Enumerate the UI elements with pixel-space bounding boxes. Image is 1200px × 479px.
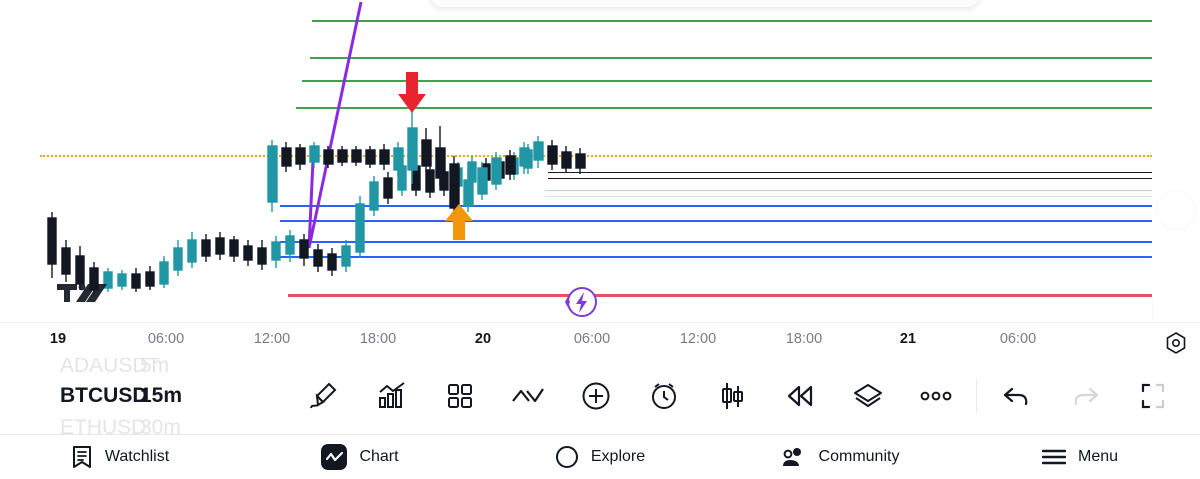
symbol-interval-picker[interactable]: ADAUSDT 5m BTCUSD 15m ETHUSD 30m — [0, 358, 290, 436]
tradingview-logo-watermark — [57, 283, 107, 302]
draw-tools-button[interactable] — [290, 358, 358, 434]
time-tick-5: 06:00 — [573, 331, 611, 347]
symbol-current: BTCUSD — [60, 384, 148, 407]
pencil-icon — [310, 382, 337, 409]
time-tick-0: 19 — [49, 331, 67, 347]
chart-toolbar[interactable] — [290, 358, 1200, 434]
support-line-2 — [280, 220, 1152, 222]
add-button[interactable] — [562, 358, 630, 434]
stop-loss-line — [288, 294, 1152, 297]
redo-button[interactable] — [1051, 358, 1119, 434]
resistance-line-1 — [312, 20, 1152, 22]
ai-lightning-badge-icon[interactable] — [556, 285, 602, 319]
nav-explore[interactable]: Explore — [480, 445, 720, 469]
interval-previous: 5m — [140, 358, 170, 377]
bookmark-list-icon — [71, 445, 93, 469]
indicators-chart-icon — [379, 382, 405, 408]
black-level-line-2 — [548, 178, 1152, 179]
rewind-icon — [787, 385, 813, 407]
time-tick-6: 12:00 — [679, 331, 717, 347]
nav-community[interactable]: Community — [720, 446, 960, 468]
support-line-3 — [280, 241, 1152, 243]
interval-next: 30m — [140, 416, 181, 436]
plus-circle-icon — [582, 382, 610, 410]
nav-watchlist-label: Watchlist — [104, 448, 170, 465]
symbol-row-current[interactable]: BTCUSD 15m — [0, 384, 182, 408]
grid-squares-icon — [448, 384, 472, 408]
fullscreen-button[interactable] — [1119, 358, 1187, 434]
bottom-navigation[interactable]: Watchlist Chart Explore — [0, 434, 1200, 479]
layouts-button[interactable] — [426, 358, 494, 434]
chart-canvas[interactable] — [0, 0, 1152, 322]
more-ooo-icon — [920, 391, 952, 401]
compass-icon — [555, 445, 579, 469]
support-line-4 — [280, 256, 1152, 258]
nav-community-label: Community — [818, 448, 900, 465]
resistance-line-2 — [310, 57, 1152, 59]
candlestick-icon — [722, 383, 743, 409]
replay-button[interactable] — [766, 358, 834, 434]
patterns-button[interactable] — [494, 358, 562, 434]
chart-wave-icon — [321, 444, 348, 470]
nav-explore-label: Explore — [590, 448, 646, 465]
interval-current: 15m — [140, 384, 183, 407]
light-green-level-line — [545, 190, 1152, 191]
undo-button[interactable] — [983, 358, 1051, 434]
hamburger-menu-icon — [1041, 448, 1066, 466]
time-tick-4: 20 — [474, 331, 492, 347]
symbol-previous: ADAUSDT — [60, 358, 161, 377]
symbol-next: ETHUSD — [60, 416, 147, 436]
nav-chart-label: Chart — [359, 448, 399, 465]
chevrons-pattern-icon — [512, 388, 544, 403]
more-button[interactable] — [902, 358, 970, 434]
layers-button[interactable] — [834, 358, 902, 434]
time-tick-8: 21 — [899, 331, 917, 347]
time-tick-3: 18:00 — [359, 331, 397, 347]
indicators-button[interactable] — [358, 358, 426, 434]
chart-type-button[interactable] — [698, 358, 766, 434]
gear-hexagon-icon[interactable] — [1164, 331, 1188, 355]
black-level-line-1 — [548, 172, 1152, 173]
time-tick-2: 12:00 — [253, 331, 291, 347]
toolbar-divider — [976, 379, 977, 413]
alerts-button[interactable] — [630, 358, 698, 434]
layers-icon — [854, 384, 882, 407]
nav-watchlist[interactable]: Watchlist — [0, 445, 240, 469]
nav-menu-label: Menu — [1077, 448, 1119, 465]
time-tick-7: 18:00 — [785, 331, 823, 347]
symbol-row-previous[interactable]: ADAUSDT 5m — [0, 358, 169, 378]
symbol-row-next[interactable]: ETHUSD 30m — [0, 416, 181, 436]
undo-arrow-icon — [1003, 387, 1028, 406]
purple-v-trendline-drawing[interactable] — [295, 0, 375, 260]
nav-chart[interactable]: Chart — [240, 444, 480, 470]
time-axis[interactable]: 19 06:00 12:00 18:00 20 06:00 12:00 18:0… — [0, 322, 1200, 358]
nav-menu[interactable]: Menu — [960, 448, 1200, 466]
people-icon — [781, 446, 807, 468]
light-green-level-line-2 — [545, 196, 1152, 197]
sell-arrow-marker[interactable] — [396, 72, 428, 114]
buy-arrow-marker[interactable] — [444, 203, 474, 241]
dotted-average-line — [40, 155, 1152, 157]
fullscreen-brackets-icon — [1141, 383, 1165, 409]
time-tick-1: 06:00 — [147, 331, 185, 347]
alarm-clock-icon — [652, 383, 676, 409]
redo-arrow-icon — [1074, 387, 1099, 406]
time-tick-9: 06:00 — [999, 331, 1037, 347]
resistance-line-4 — [296, 107, 1152, 109]
support-line-1 — [280, 205, 1152, 207]
ghost-round-control — [1156, 190, 1196, 230]
resistance-line-3 — [302, 80, 1152, 82]
candlestick-series — [47, 112, 586, 296]
price-axis[interactable]: 92,000.00 91,719.58 90,723.90 90,068.80 … — [1152, 0, 1200, 322]
